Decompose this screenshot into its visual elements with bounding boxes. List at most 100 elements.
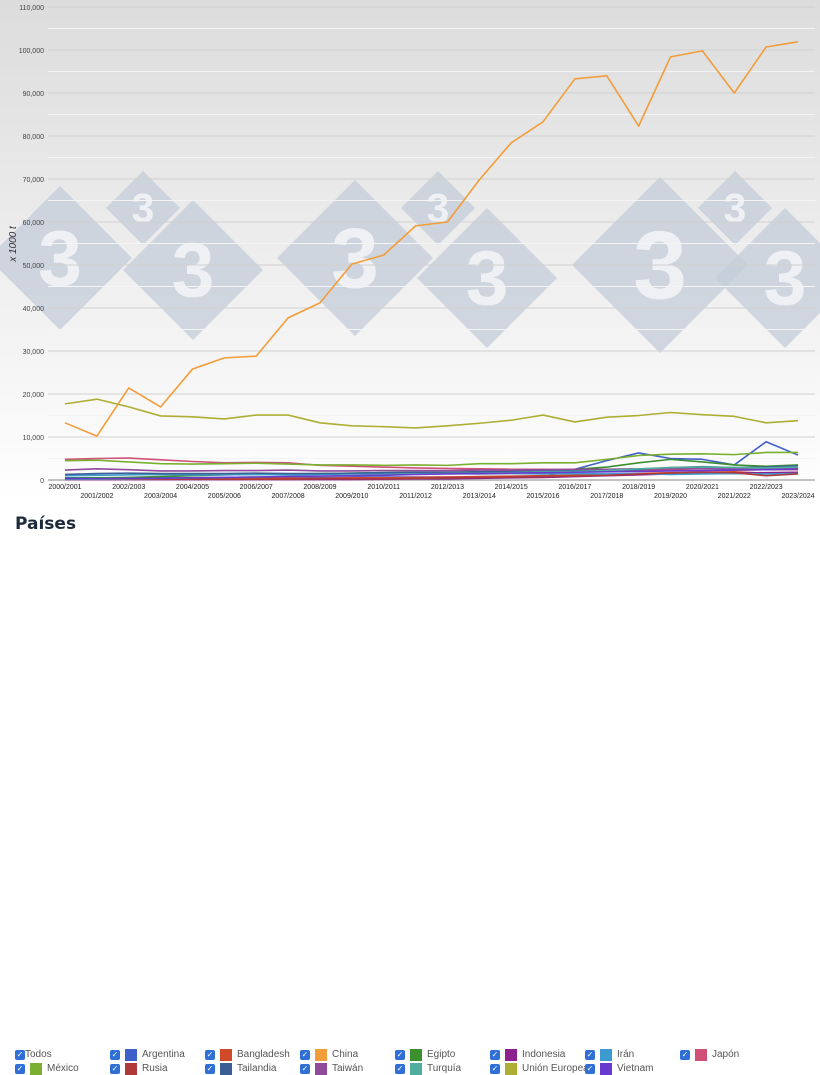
series-line-taiw-n — [64, 467, 799, 472]
watermark-diamond — [401, 171, 475, 245]
x-tick-label: 2013/2014 — [463, 493, 496, 500]
checkbox-checked-icon[interactable]: ✓ — [395, 1063, 405, 1074]
legend-label: Rusia — [142, 1063, 168, 1074]
y-tick-label: 50,000 — [23, 263, 45, 270]
x-axis: 2000/2001 2001/2002 2002/2003 2003/2004 2004… — [48, 484, 814, 500]
legend-item[interactable]: ✓ Argentina — [110, 1048, 185, 1061]
legend-label: Taiwán — [332, 1063, 364, 1074]
legend-label: Argentina — [142, 1049, 185, 1060]
y-axis: 0 10,000 20,000 30,000 40,000 50,000 60,000 70,… — [19, 5, 44, 485]
y-axis-label: x 1000 t — [8, 225, 19, 263]
watermark-diamond — [0, 186, 132, 330]
y-tick-label: 60,000 — [23, 220, 45, 227]
checkbox-checked-icon[interactable]: ✓ — [205, 1063, 215, 1074]
legend-label: Vietnam — [617, 1063, 654, 1074]
x-tick-label: 2022/2023 — [750, 484, 783, 491]
legend-item[interactable]: ✓ Turquía — [395, 1062, 461, 1075]
legend-item[interactable]: ✓ Vietnam — [585, 1062, 654, 1075]
legend-swatch — [220, 1048, 232, 1061]
legend-swatch — [410, 1048, 422, 1061]
series-line-vietnam — [65, 468, 799, 480]
checkbox-checked-icon[interactable]: ✓ — [680, 1049, 690, 1060]
x-tick-label: 2015/2016 — [526, 493, 559, 500]
watermark-digit: 3 — [38, 213, 82, 302]
legend-label: Todos — [25, 1049, 52, 1060]
x-tick-label: 2003/2004 — [144, 493, 177, 500]
x-tick-label: 2007/2008 — [272, 493, 305, 500]
legend-item[interactable]: ✓ México — [15, 1062, 79, 1075]
legend-swatch — [600, 1062, 612, 1075]
series-line-rusia — [65, 471, 799, 480]
checkbox-checked-icon[interactable]: ✓ — [15, 1049, 25, 1060]
checkbox-checked-icon[interactable]: ✓ — [585, 1049, 595, 1060]
legend-item[interactable]: ✓ Tailandia — [205, 1062, 276, 1075]
legend-label: Egipto — [427, 1049, 456, 1060]
legend-item[interactable]: ✓ Rusia — [110, 1062, 168, 1075]
checkbox-checked-icon[interactable]: ✓ — [490, 1049, 500, 1060]
x-tick-label: 2001/2002 — [80, 493, 113, 500]
watermark-digit: 3 — [764, 236, 807, 322]
checkbox-checked-icon[interactable]: ✓ — [395, 1049, 405, 1060]
legend-item[interactable]: ✓ China — [300, 1048, 358, 1061]
y-tick-label: 30,000 — [23, 349, 45, 356]
x-tick-label: 2019/2020 — [654, 493, 687, 500]
checkbox-checked-icon[interactable]: ✓ — [110, 1063, 120, 1074]
legend-swatch — [125, 1048, 137, 1061]
legend-label: Turquía — [427, 1063, 462, 1074]
legend-title: Países — [15, 514, 77, 534]
legend-item[interactable]: ✓ Todos — [15, 1048, 52, 1061]
series-lines — [64, 41, 799, 481]
legend-swatch — [220, 1062, 232, 1075]
legend: Países ✓ Todos ✓ Argentina ✓ Bangladesh ✓ China… — [0, 506, 820, 1075]
legend-item[interactable]: ✓ Irán — [585, 1048, 634, 1061]
x-tick-label: 2009/2010 — [335, 493, 368, 500]
y-tick-label: 100,000 — [19, 48, 44, 55]
checkbox-checked-icon[interactable]: ✓ — [300, 1049, 310, 1060]
legend-swatch — [505, 1062, 517, 1075]
series-line-china — [64, 41, 799, 437]
watermark-digit: 3 — [132, 185, 155, 231]
legend-label: Japón — [712, 1049, 740, 1060]
series-line-m-xico — [64, 451, 798, 467]
checkbox-checked-icon[interactable]: ✓ — [15, 1063, 25, 1074]
legend-label: Indonesia — [522, 1049, 566, 1060]
watermark-diamond — [698, 171, 772, 245]
y-tick-label: 40,000 — [23, 306, 45, 313]
legend-item[interactable]: ✓ Japón — [680, 1048, 739, 1061]
checkbox-checked-icon[interactable]: ✓ — [300, 1063, 310, 1074]
checkbox-checked-icon[interactable]: ✓ — [205, 1049, 215, 1060]
legend-swatch — [695, 1048, 707, 1061]
x-tick-label: 2012/2013 — [431, 484, 464, 491]
legend-label: México — [47, 1063, 79, 1074]
x-tick-label: 2017/2018 — [590, 493, 623, 500]
y-tick-label: 20,000 — [23, 392, 45, 399]
x-tick-label: 2004/2005 — [176, 484, 209, 491]
y-tick-label: 80,000 — [23, 134, 45, 141]
legend-label: Tailandia — [237, 1063, 277, 1074]
x-tick-label: 2016/2017 — [558, 484, 591, 491]
legend-item[interactable]: ✓ Unión Europea — [490, 1062, 589, 1075]
checkbox-checked-icon[interactable]: ✓ — [585, 1063, 595, 1074]
x-tick-label: 2006/2007 — [240, 484, 273, 491]
legend-item[interactable]: ✓ Bangladesh — [205, 1048, 290, 1061]
y-tick-label: 0 — [40, 478, 44, 485]
grid — [48, 6, 815, 481]
legend-label: China — [332, 1049, 359, 1060]
x-tick-label: 2010/2011 — [367, 484, 400, 491]
x-tick-label: 2000/2001 — [48, 484, 81, 491]
y-tick-label: 110,000 — [19, 5, 44, 12]
legend-item[interactable]: ✓ Indonesia — [490, 1048, 565, 1061]
checkbox-checked-icon[interactable]: ✓ — [490, 1063, 500, 1074]
x-tick-label: 2020/2021 — [686, 484, 719, 491]
watermark-logo: 333 333 333 — [0, 171, 820, 353]
legend-item[interactable]: ✓ Taiwán — [300, 1062, 363, 1075]
y-tick-label: 70,000 — [23, 177, 45, 184]
watermark-digit: 3 — [466, 236, 509, 322]
x-tick-label: 2018/2019 — [622, 484, 655, 491]
legend-swatch — [505, 1048, 517, 1061]
x-tick-label: 2005/2006 — [208, 493, 241, 500]
legend-swatch — [315, 1062, 327, 1075]
checkbox-checked-icon[interactable]: ✓ — [110, 1049, 120, 1060]
legend-item[interactable]: ✓ Egipto — [395, 1048, 455, 1061]
watermark-digit: 3 — [172, 228, 215, 314]
